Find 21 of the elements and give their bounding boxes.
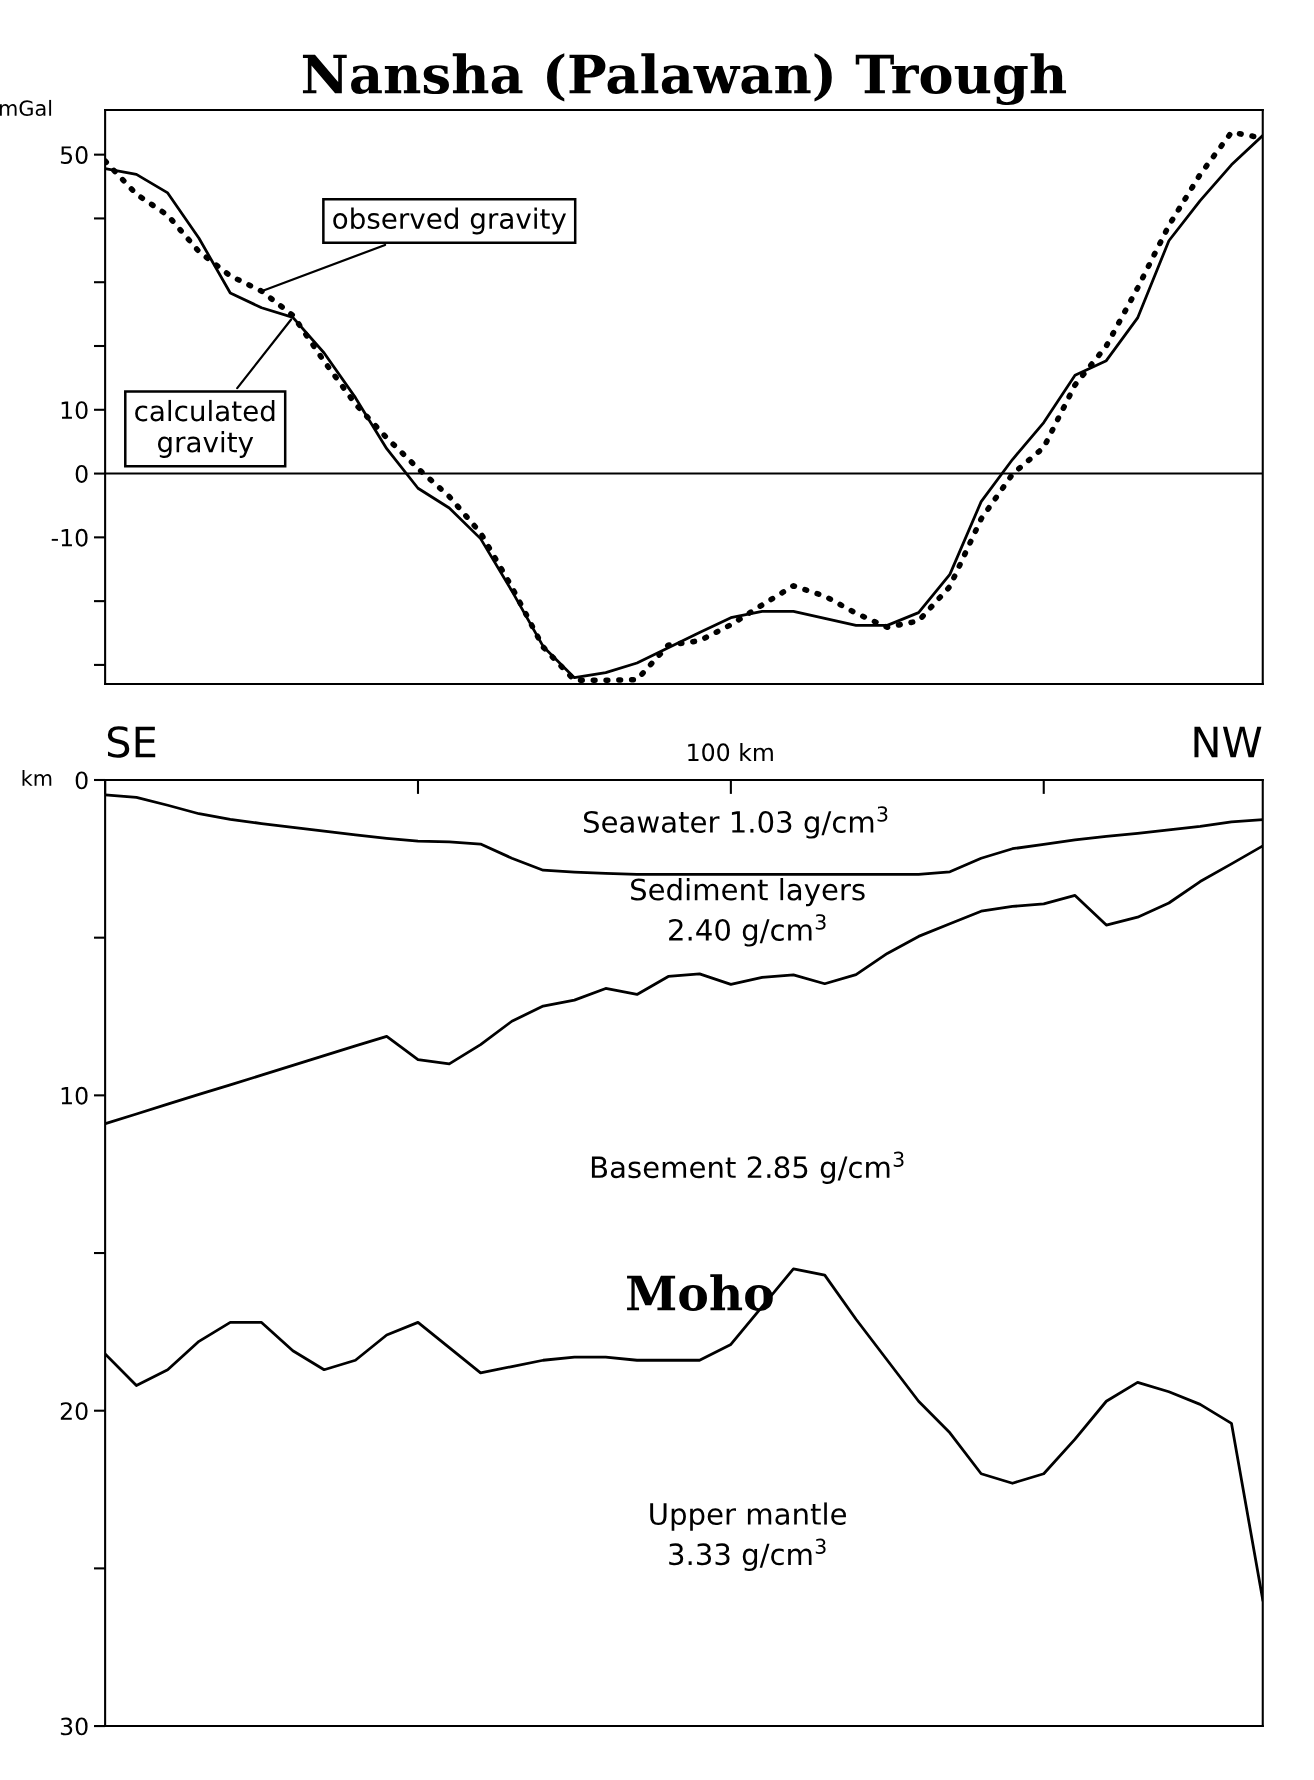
- annotation: Seawater 1.03 g/cm$^{3}$: [583, 806, 888, 839]
- y-tick-label: 20: [60, 1402, 88, 1421]
- chart-title: Nansha (Palawan) Trough: [302, 53, 1067, 106]
- y-tick-label: 10: [61, 401, 88, 420]
- text: calculated gravity: [135, 399, 275, 458]
- annotation: Basement 2.85 g/cm$^{3}$: [591, 1151, 904, 1184]
- y-tick-label: -10: [51, 528, 88, 547]
- text: NW: [1194, 726, 1262, 758]
- y-axis-title: mGal: [0, 99, 52, 117]
- text: SE: [107, 726, 156, 758]
- y-tick-label: 50: [60, 146, 88, 164]
- y-tick-label: 0: [75, 771, 88, 790]
- series-label: Moho: [627, 1274, 773, 1311]
- annotation: Upper mantle 3.33 g/cm$^{3}$: [650, 1502, 846, 1571]
- annotation: Sediment layers 2.40 g/cm$^{3}$: [631, 878, 865, 947]
- text: observed gravity: [333, 207, 567, 235]
- text: 100 km: [688, 742, 773, 762]
- y-tick-label: 10: [61, 1086, 88, 1105]
- y-axis-title: km: [22, 769, 52, 786]
- y-tick-label: 30: [60, 1717, 88, 1736]
- y-tick-label: 0: [75, 465, 88, 483]
